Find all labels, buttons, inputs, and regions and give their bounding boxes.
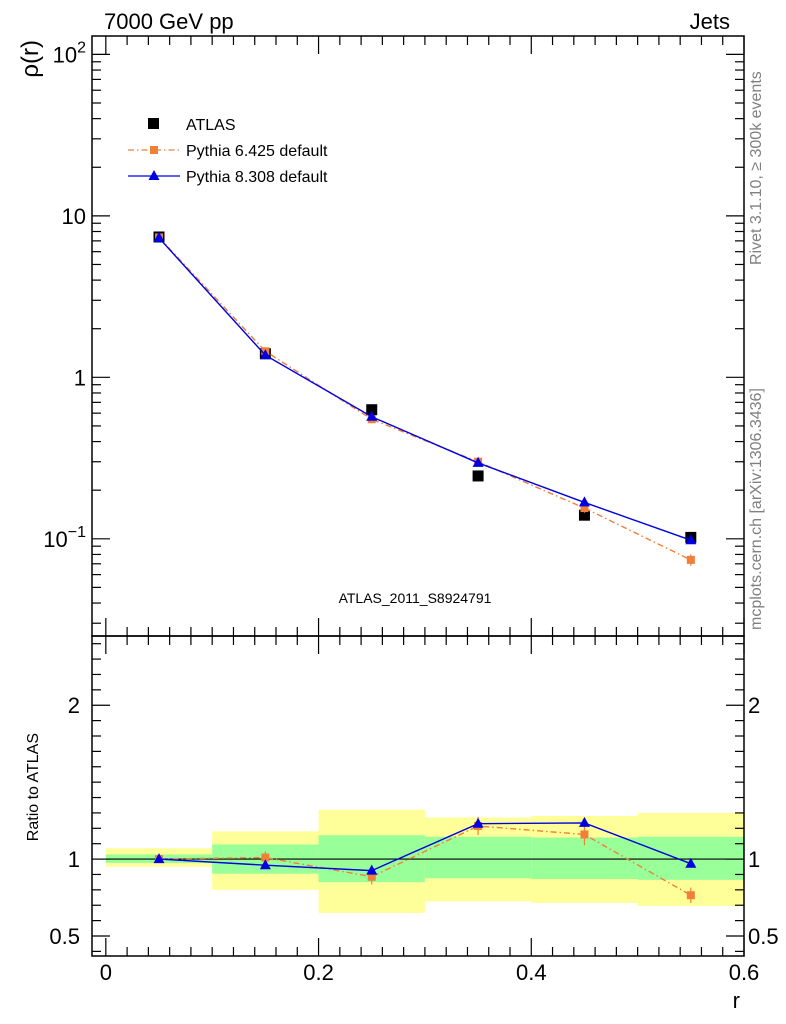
main-y-tick-label-3: 10−1 [43,524,86,552]
legend-marker-pythia6 [150,146,158,154]
legend-label-atlas: ATLAS [186,117,236,134]
header-left: 7000 GeV pp [104,9,234,34]
main-point-pythia-6-425-default-5 [686,555,695,564]
main-y-tick-label-2: 1 [74,365,86,390]
ratio-y-tick-label-left-0: 0.5 [49,924,80,949]
main-point-atlas-3 [472,470,484,482]
ratio-point-pythia-8-308-default-2 [366,864,378,875]
main-point-pythia-8-308-default-2 [366,410,378,421]
x-tick-label-2: 0.4 [516,960,547,985]
ratio-point-pythia-8-308-default-1 [259,859,271,870]
rivet-label: Rivet 3.1.10, ≥ 300k events [748,71,765,265]
x-tick-label-1: 0.2 [303,960,334,985]
ratio-y-tick-label-right-0: 0.5 [748,924,779,949]
main-point-pythia-8-308-default-0 [153,231,165,242]
ratio-y-tick-label-right-2: 2 [748,693,760,718]
ratio-frame [91,635,745,957]
main-point-pythia-6-425-default-4 [580,504,589,513]
legend-label-pythia6: Pythia 6.425 default [186,143,328,160]
x-axis-title: r [733,988,740,1013]
main-point-atlas-4 [578,509,590,521]
main-y-axis-title: ρ(r) [17,40,44,78]
ratio-point-pythia-6-425-default-1 [261,853,270,862]
ratio-band-inner-3 [424,836,532,879]
analysis-id: ATLAS_2011_S8924791 [339,590,492,606]
legend-marker-pythia8 [148,170,160,180]
main-point-pythia-8-308-default-4 [578,496,590,507]
ratio-y-tick-label-left-2: 2 [68,693,80,718]
ratio-y-tick-label-right-1: 1 [748,847,760,872]
ratio-point-pythia-8-308-default-0 [153,853,165,864]
x-tick-label-3: 0.6 [729,960,760,985]
header-right: Jets [690,9,730,34]
main-point-pythia-8-308-default-5 [685,534,697,545]
axes: 102 10 1 10−1 0 0.2 0.4 0.6 0.5 0.5 1 1 2 2 [43,35,779,985]
main-point-atlas-2 [366,404,378,416]
ratio-point-pythia-8-308-default-3 [472,817,484,828]
main-y-tick-label-0: 102 [53,39,86,67]
main-plot [153,231,697,566]
legend-marker-atlas [148,118,159,129]
main-y-tick-label-1: 10 [62,204,86,229]
ratio-point-pythia-6-425-default-2 [367,872,376,881]
ratio-y-axis-title: Ratio to ATLAS [25,733,42,841]
legend-label-pythia8: Pythia 8.308 default [186,169,328,186]
mcplots-label: mcplots.cern.ch [arXiv:1306.3436] [748,388,765,630]
legend: ATLAS Pythia 6.425 default Pythia 8.308 … [128,117,328,186]
ratio-line-pythia-6-425-default [158,825,692,896]
ratio-plot [92,816,744,903]
x-tick-label-0: 0 [100,960,112,985]
ratio-y-tick-label-left-1: 1 [68,847,80,872]
main-point-pythia-8-308-default-3 [472,456,484,467]
main-line-pythia-8-308-default [158,237,692,541]
ratio-point-pythia-6-425-default-5 [686,891,695,900]
ratio-line-pythia-8-308-default [158,822,692,872]
main-point-pythia-8-308-default-1 [259,349,271,360]
ratio-point-pythia-6-425-default-4 [580,830,589,839]
ratio-point-pythia-8-308-default-4 [578,816,590,827]
ratio-point-pythia-8-308-default-5 [685,857,697,868]
